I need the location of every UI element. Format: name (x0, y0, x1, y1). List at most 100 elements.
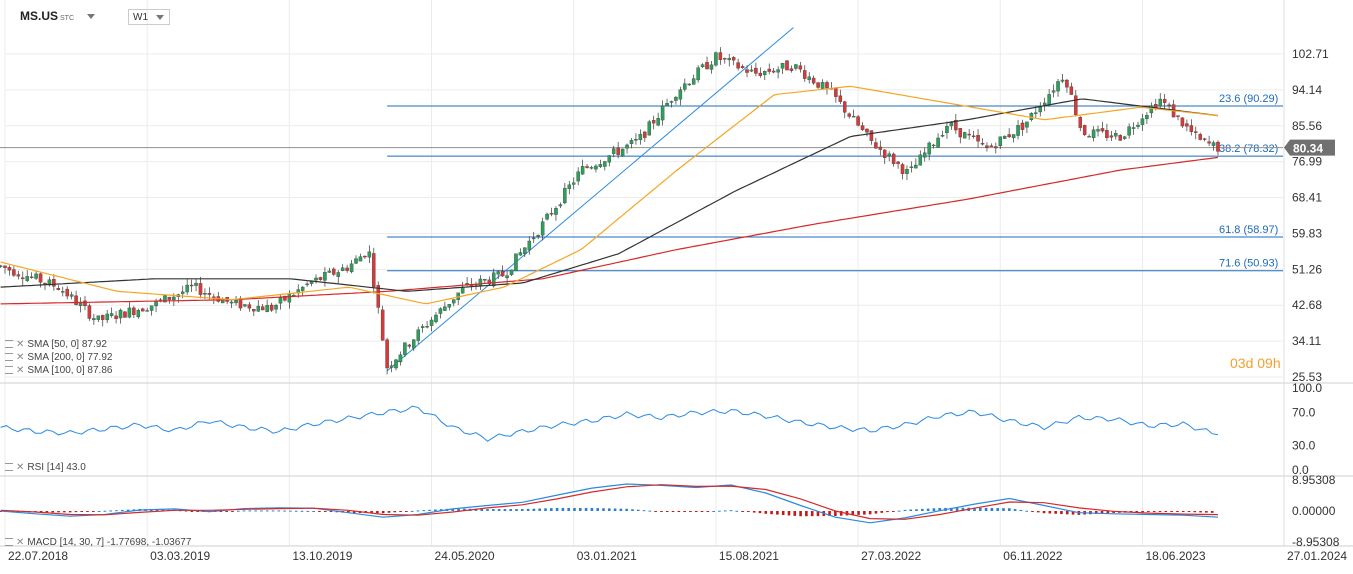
macd-histogram-bar (422, 510, 426, 512)
close-icon[interactable]: ✕ (16, 537, 25, 548)
macd-tick-label: 0.00000 (1292, 504, 1336, 518)
close-icon[interactable]: ✕ (16, 339, 25, 350)
candle-body (323, 272, 327, 281)
candle-body (274, 305, 278, 310)
candle-body (92, 318, 96, 321)
candle-body (936, 137, 940, 148)
macd-histogram-bar (758, 511, 762, 514)
close-icon[interactable]: ✕ (16, 365, 25, 376)
menu-icon[interactable] (5, 463, 13, 472)
candle-body (714, 52, 718, 66)
macd-histogram-bar (555, 507, 559, 511)
candle-body (531, 237, 536, 240)
macd-histogram-bar (236, 510, 240, 512)
chevron-down-icon[interactable] (87, 14, 96, 20)
macd-histogram-bar (1193, 511, 1197, 513)
candle-body (354, 258, 358, 264)
candle-body (416, 329, 420, 341)
candle-body (931, 144, 936, 147)
close-icon[interactable]: ✕ (16, 352, 25, 363)
candle-body (229, 301, 234, 304)
macd-histogram-bar (828, 511, 831, 517)
macd-histogram-bar (1054, 511, 1057, 514)
legend-macd[interactable]: ✕ MACD [14, 30, 7] -1.77698, -1.03677 (5, 536, 191, 549)
macd-histogram-bar (1147, 511, 1150, 513)
x-tick-label: 27.03.2022 (861, 549, 921, 563)
countdown-h-unit: h (1272, 355, 1281, 371)
close-icon[interactable]: ✕ (16, 462, 25, 473)
macd-histogram-bar (74, 511, 78, 513)
macd-histogram-bar (984, 507, 988, 511)
candle-body (1194, 131, 1198, 133)
macd-histogram-bar (961, 507, 965, 511)
candle-body (367, 251, 372, 258)
legend-sma100[interactable]: ✕ SMA [100, 0] 87.86 (5, 364, 112, 377)
macd-histogram-bar (248, 510, 252, 512)
legend-sma50[interactable]: ✕ SMA [50, 0] 87.92 (5, 338, 112, 351)
candle-body (838, 95, 843, 102)
candle-body (758, 72, 763, 76)
candle-body (594, 165, 598, 170)
candle-body (1047, 94, 1051, 105)
candle-body (136, 310, 141, 318)
macd-histogram-bar (932, 508, 936, 511)
candle-body (958, 128, 963, 138)
macd-histogram-bar (619, 508, 623, 511)
macd-histogram-bar (526, 508, 530, 511)
macd-histogram-bar (718, 510, 721, 512)
macd-histogram-bar (793, 511, 797, 516)
candle-body (980, 143, 985, 145)
sma200-line (0, 156, 1219, 305)
macd-histogram-bar (584, 507, 588, 511)
candle-body (540, 221, 545, 236)
candle-body (1065, 79, 1069, 88)
candle-body (140, 308, 145, 312)
candle-body (794, 64, 798, 69)
candle-body (1118, 135, 1122, 141)
legend-rsi[interactable]: ✕ RSI [14] 43.0 (5, 461, 86, 474)
candle-body (909, 166, 914, 168)
candle-body (634, 139, 638, 141)
candle-body (1069, 86, 1074, 95)
candle-body (807, 76, 811, 81)
candle-body (971, 135, 976, 138)
menu-icon[interactable] (5, 366, 13, 375)
candle-body (265, 305, 269, 313)
trend-line (386, 27, 794, 372)
fib-level-label: 23.6 (90.29) (1219, 93, 1278, 105)
candle-body (12, 269, 16, 276)
candle-body (243, 304, 247, 307)
symbol-selector[interactable]: MS.US STC (20, 9, 96, 23)
macd-histogram-bar (1112, 511, 1115, 513)
candle-body (429, 319, 434, 326)
candle-body (438, 308, 443, 314)
candle-body (731, 57, 736, 61)
current-price-tag (1284, 139, 1335, 156)
candle-body (1029, 113, 1034, 120)
macd-histogram-bar (300, 510, 304, 512)
macd-histogram-bar (410, 510, 414, 512)
macd-histogram-bar (399, 511, 402, 512)
macd-histogram-bar (631, 509, 634, 511)
macd-histogram-bar (857, 511, 860, 515)
candle-body (945, 125, 949, 134)
macd-histogram-bar (51, 511, 55, 513)
macd-histogram-bar (1060, 511, 1063, 515)
candle-body (500, 270, 505, 277)
candle-body (363, 255, 367, 258)
menu-icon[interactable] (5, 538, 13, 547)
candle-body (1007, 134, 1011, 138)
macd-histogram-bar (1071, 511, 1075, 515)
legend-sma200[interactable]: ✕ SMA [200, 0] 77.92 (5, 351, 112, 364)
macd-histogram-bar (851, 511, 855, 516)
menu-icon[interactable] (5, 340, 13, 349)
candle-body (580, 166, 585, 175)
timeframe-select[interactable]: W1 (128, 9, 170, 25)
menu-icon[interactable] (5, 353, 13, 362)
candle-body (687, 83, 691, 86)
candle-body (309, 281, 314, 284)
countdown-days: 03 (1230, 355, 1246, 371)
macd-histogram-bar (434, 509, 437, 511)
macd-histogram-bar (532, 508, 536, 511)
